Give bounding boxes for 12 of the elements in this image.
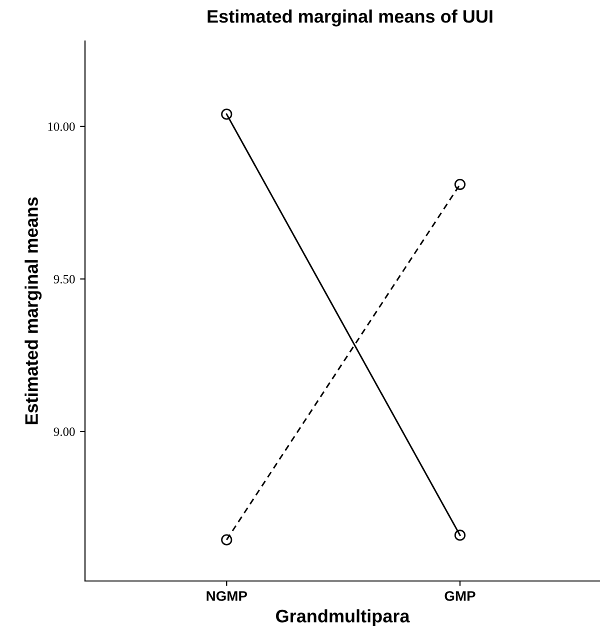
y-axis-title: Estimated marginal means [24, 197, 42, 424]
x-tick-label: NGMP [206, 591, 247, 601]
point [454, 530, 466, 541]
x-axis-title: Grandmultipara [276, 609, 410, 626]
chart-title: Estimated marginal means of UUI [208, 10, 492, 26]
point [221, 534, 232, 546]
x-tick-label: GMP [444, 591, 476, 601]
point [454, 178, 466, 190]
y-tick-label: 9.50 [54, 274, 75, 284]
y-tick-label: 10.00 [48, 122, 75, 131]
point [221, 108, 232, 120]
y-tick-label: 9.00 [54, 428, 75, 436]
